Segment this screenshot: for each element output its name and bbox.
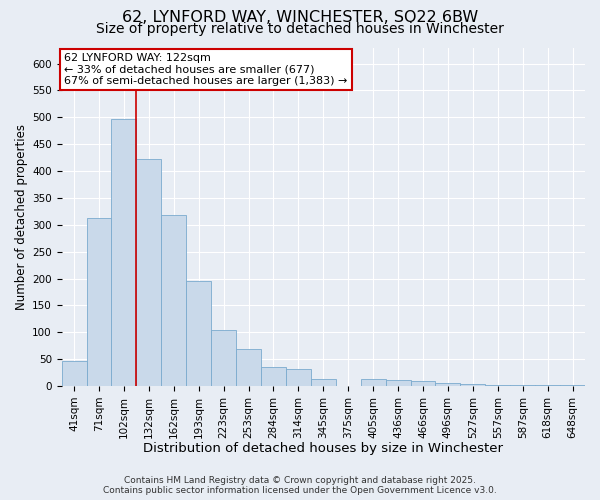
Bar xyxy=(62,362,86,386)
Text: 62 LYNFORD WAY: 122sqm
← 33% of detached houses are smaller (677)
67% of semi-de: 62 LYNFORD WAY: 122sqm ← 33% of detached… xyxy=(64,52,347,86)
Bar xyxy=(211,330,236,386)
Bar xyxy=(436,384,460,386)
Bar xyxy=(136,160,161,386)
Bar xyxy=(261,366,286,386)
X-axis label: Distribution of detached houses by size in Winchester: Distribution of detached houses by size … xyxy=(143,442,503,455)
Bar xyxy=(361,379,386,386)
Bar xyxy=(311,379,336,386)
Bar xyxy=(161,214,186,386)
Bar xyxy=(86,218,112,386)
Bar xyxy=(460,384,485,386)
Text: Size of property relative to detached houses in Winchester: Size of property relative to detached ho… xyxy=(96,22,504,36)
Text: 62, LYNFORD WAY, WINCHESTER, SO22 6BW: 62, LYNFORD WAY, WINCHESTER, SO22 6BW xyxy=(122,10,478,25)
Bar xyxy=(186,281,211,386)
Text: Contains HM Land Registry data © Crown copyright and database right 2025.
Contai: Contains HM Land Registry data © Crown c… xyxy=(103,476,497,495)
Bar xyxy=(410,381,436,386)
Y-axis label: Number of detached properties: Number of detached properties xyxy=(15,124,28,310)
Bar xyxy=(286,370,311,386)
Bar xyxy=(236,349,261,386)
Bar xyxy=(112,119,136,386)
Bar xyxy=(386,380,410,386)
